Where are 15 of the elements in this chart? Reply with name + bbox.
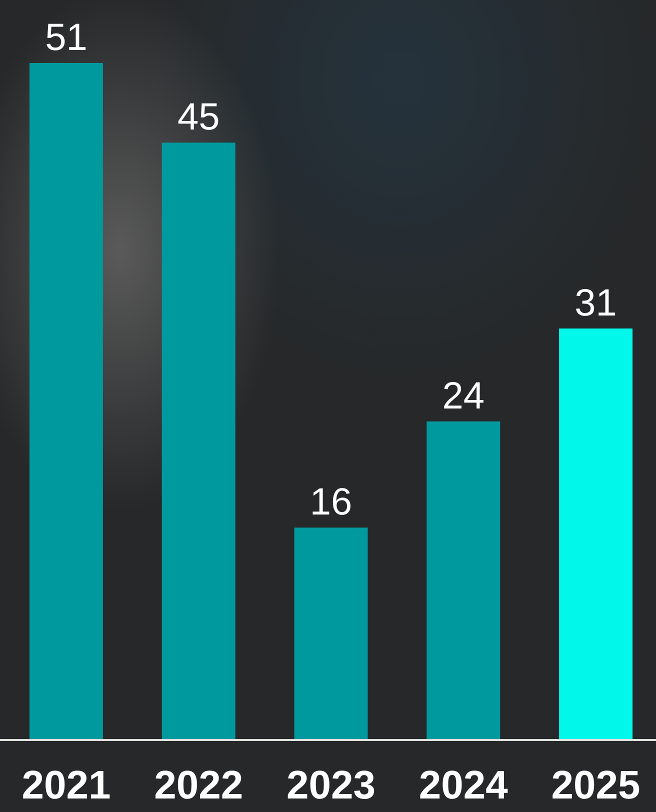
bar [294, 528, 368, 740]
bar [29, 63, 103, 740]
bar [559, 328, 633, 740]
data-label: 31 [574, 282, 617, 324]
bar [426, 421, 500, 740]
x-tick-label: 2021 [22, 763, 111, 808]
data-label: 16 [310, 482, 352, 524]
bar [162, 142, 236, 740]
x-tick-label: 2025 [551, 763, 640, 808]
data-label: 24 [442, 375, 485, 418]
data-label: 51 [45, 17, 88, 59]
x-tick-label: 2024 [418, 763, 509, 808]
x-tick-label: 2023 [286, 763, 376, 808]
data-label: 45 [177, 96, 220, 139]
x-tick-label: 2022 [154, 763, 244, 808]
